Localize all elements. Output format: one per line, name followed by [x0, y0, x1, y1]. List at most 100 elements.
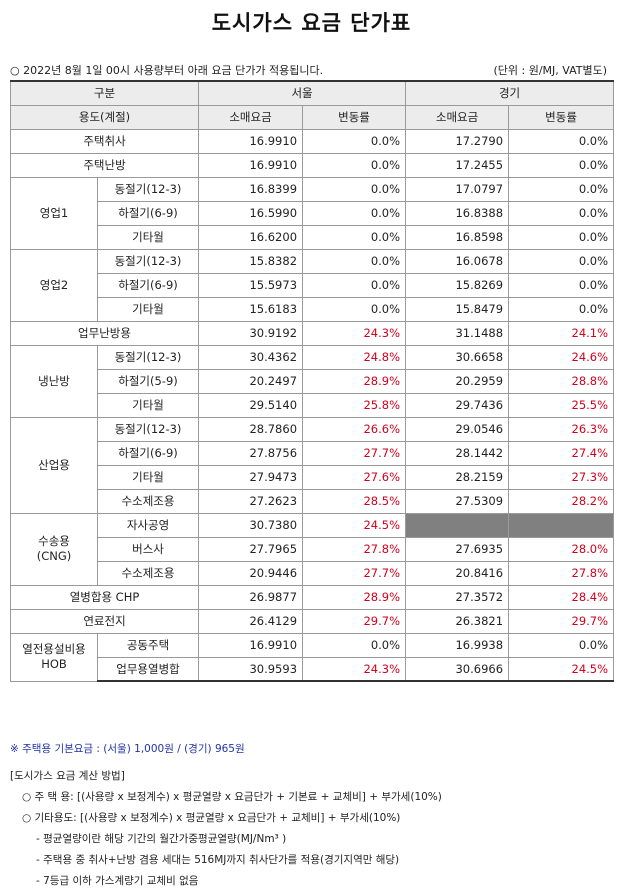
table-row: 기타월 27.9473 27.6% 28.2159 27.3% [11, 464, 615, 490]
table-row: 하절기(5-9) 20.2497 28.9% 20.2959 28.8% [11, 368, 615, 394]
header-division: 구분 [9, 80, 200, 106]
header-seoul-retail: 소매요금 [198, 104, 304, 130]
table-row: 냉난방 동절기(12-3) 30.4362 24.8% 30.6658 24.6… [10, 344, 615, 418]
usage-group-label: 영업2 [10, 248, 98, 322]
seoul-change: 28.9% [302, 584, 407, 610]
gg-price: 27.6935 [405, 536, 510, 562]
header-row-columns: 용도(계절) 소매요금 변동률 소매요금 변동률 [9, 104, 615, 130]
gg-price-not-applicable [405, 512, 510, 538]
table-row: 하절기(6-9) 15.5973 0.0% 15.8269 0.0% [11, 272, 615, 298]
gg-price: 27.5309 [405, 488, 510, 514]
gg-change: 27.8% [508, 560, 615, 586]
gg-price: 15.8479 [405, 296, 510, 322]
gg-change: 28.8% [508, 368, 615, 394]
base-fee-footnote: ※ 주택용 기본요금 : (서울) 1,000원 / (경기) 965원 [10, 743, 245, 755]
season-label: 동절기(12-3) [96, 248, 200, 274]
seoul-change: 29.7% [302, 608, 407, 634]
seoul-price: 27.8756 [198, 440, 304, 466]
group-label-line1: 열전용설비용 [22, 642, 86, 656]
season-label: 기타월 [96, 464, 200, 490]
table-row: 연료전지 26.4129 29.7% 26.3821 29.7% [9, 608, 615, 634]
header-usage: 용도(계절) [9, 104, 200, 130]
season-label: 버스사 [96, 536, 200, 562]
season-label: 수소제조용 [96, 560, 200, 586]
calc-other: ○ 기타용도: [(사용량 x 보정계수) x 평균열량 x 요금단가 + 교체… [22, 812, 401, 824]
gg-price: 26.3821 [405, 608, 510, 634]
seoul-change: 0.0% [302, 224, 407, 250]
seoul-price: 27.2623 [198, 488, 304, 514]
table-row: 주택취사 16.9910 0.0% 17.2790 0.0% [9, 128, 615, 154]
gg-change: 25.5% [508, 392, 615, 418]
group-label-line1: 수송용 [38, 534, 70, 548]
seoul-change: 0.0% [302, 176, 407, 202]
header-seoul-change: 변동률 [302, 104, 407, 130]
gg-change-not-applicable [508, 512, 615, 538]
gg-change: 0.0% [508, 296, 615, 322]
gg-price: 17.2790 [405, 128, 510, 154]
table-row: 주택난방 16.9910 0.0% 17.2455 0.0% [9, 152, 615, 178]
seoul-change: 27.7% [302, 440, 407, 466]
season-label: 하절기(6-9) [96, 272, 200, 298]
seoul-change: 0.0% [302, 296, 407, 322]
seoul-price: 30.7380 [198, 512, 304, 538]
seoul-change: 25.8% [302, 392, 407, 418]
gg-price: 27.3572 [405, 584, 510, 610]
gg-change: 0.0% [508, 128, 615, 154]
seoul-change: 0.0% [302, 128, 407, 154]
gg-price: 30.6658 [405, 344, 510, 370]
seoul-price: 16.9910 [198, 632, 304, 658]
usage-label: 열병합용 CHP [9, 584, 200, 610]
gg-price: 28.2159 [405, 464, 510, 490]
season-label: 동절기(12-3) [96, 344, 200, 370]
gg-change: 0.0% [508, 200, 615, 226]
usage-group-label: 수송용 (CNG) [10, 512, 98, 586]
seoul-change: 27.8% [302, 536, 407, 562]
season-label: 동절기(12-3) [96, 176, 200, 202]
usage-label: 업무난방용 [9, 320, 200, 346]
gg-price: 16.0678 [405, 248, 510, 274]
rate-table: 구분 서울 경기 용도(계절) 소매요금 변동률 소매요금 변동률 주택취사 1… [9, 80, 615, 682]
seoul-change: 27.7% [302, 560, 407, 586]
usage-group-label: 영업1 [10, 176, 98, 250]
table-row: 열전용설비용 HOB 공동주택 16.9910 0.0% 16.9938 0.0… [10, 632, 615, 682]
gg-change: 0.0% [508, 176, 615, 202]
seoul-change: 28.5% [302, 488, 407, 514]
seoul-change: 0.0% [302, 200, 407, 226]
seoul-price: 16.6200 [198, 224, 304, 250]
season-label: 자사공영 [96, 512, 200, 538]
gg-change: 28.4% [508, 584, 615, 610]
seoul-price: 26.9877 [198, 584, 304, 610]
gg-change: 26.3% [508, 416, 615, 442]
seoul-price: 16.9910 [198, 128, 304, 154]
gg-price: 29.7436 [405, 392, 510, 418]
seoul-price: 20.9446 [198, 560, 304, 586]
seoul-change: 24.3% [302, 320, 407, 346]
seoul-price: 20.2497 [198, 368, 304, 394]
gg-change: 28.2% [508, 488, 615, 514]
table-row: 업무용열병합 30.9593 24.3% 30.6966 24.5% [11, 656, 615, 682]
gg-change: 29.7% [508, 608, 615, 634]
seoul-price: 15.5973 [198, 272, 304, 298]
header-gg-retail: 소매요금 [405, 104, 510, 130]
seoul-price: 29.5140 [198, 392, 304, 418]
table-row: 영업2 동절기(12-3) 15.8382 0.0% 16.0678 0.0% [10, 248, 615, 322]
gg-change: 27.4% [508, 440, 615, 466]
group-label-line2: HOB [41, 657, 67, 671]
gg-price: 31.1488 [405, 320, 510, 346]
gg-change: 0.0% [508, 224, 615, 250]
season-label: 기타월 [96, 296, 200, 322]
seoul-price: 15.6183 [198, 296, 304, 322]
seoul-change: 24.8% [302, 344, 407, 370]
season-label: 기타월 [96, 224, 200, 250]
gg-change: 28.0% [508, 536, 615, 562]
seoul-change: 0.0% [302, 272, 407, 298]
gg-price: 30.6966 [405, 656, 510, 682]
calc-note-dual: - 주택용 중 취사+난방 겸용 세대는 516MJ까지 취사단가를 적용(경기… [36, 854, 400, 866]
usage-group-label: 산업용 [10, 416, 98, 514]
usage-label: 연료전지 [9, 608, 200, 634]
table-row: 기타월 29.5140 25.8% 29.7436 25.5% [11, 392, 615, 418]
season-label: 동절기(12-3) [96, 416, 200, 442]
seoul-change: 0.0% [302, 152, 407, 178]
table-row: 기타월 15.6183 0.0% 15.8479 0.0% [11, 296, 615, 322]
season-label: 하절기(5-9) [96, 368, 200, 394]
